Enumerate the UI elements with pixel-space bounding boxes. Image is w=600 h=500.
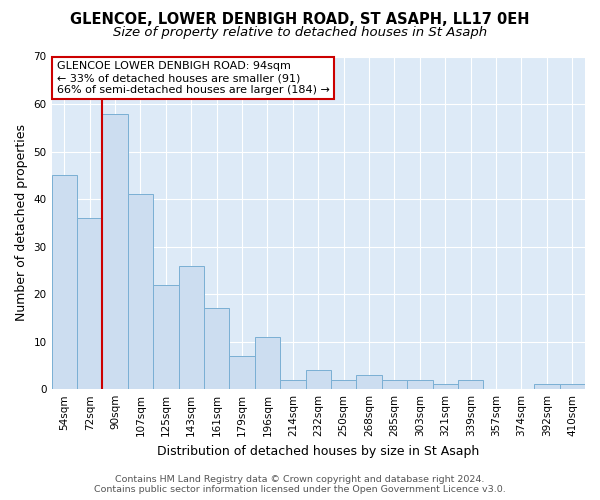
Bar [255,337,280,389]
Text: Size of property relative to detached houses in St Asaph: Size of property relative to detached ho… [113,26,487,39]
Text: GLENCOE LOWER DENBIGH ROAD: 94sqm
← 33% of detached houses are smaller (91)
66% : GLENCOE LOWER DENBIGH ROAD: 94sqm ← 33% … [57,62,330,94]
Bar [103,114,128,389]
Bar [128,194,153,389]
Bar [433,384,458,389]
Bar [280,380,305,389]
Bar [382,380,407,389]
Bar [305,370,331,389]
Bar [560,384,585,389]
Bar [356,375,382,389]
Bar [52,176,77,389]
Bar [77,218,103,389]
Bar [331,380,356,389]
Bar [204,308,229,389]
Bar [229,356,255,389]
Text: GLENCOE, LOWER DENBIGH ROAD, ST ASAPH, LL17 0EH: GLENCOE, LOWER DENBIGH ROAD, ST ASAPH, L… [70,12,530,28]
Bar [534,384,560,389]
Y-axis label: Number of detached properties: Number of detached properties [15,124,28,322]
Bar [153,284,179,389]
X-axis label: Distribution of detached houses by size in St Asaph: Distribution of detached houses by size … [157,444,479,458]
Bar [407,380,433,389]
Text: Contains HM Land Registry data © Crown copyright and database right 2024.
Contai: Contains HM Land Registry data © Crown c… [94,474,506,494]
Bar [179,266,204,389]
Bar [458,380,484,389]
